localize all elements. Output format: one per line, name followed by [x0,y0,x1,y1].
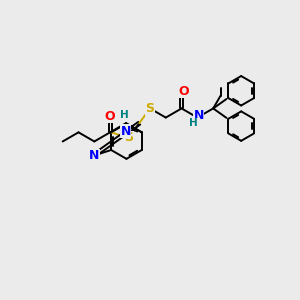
Text: N: N [194,109,204,122]
Text: N: N [121,125,131,138]
Text: O: O [105,110,116,123]
Text: H: H [120,110,129,120]
Text: S: S [146,102,154,115]
Text: H: H [190,118,198,128]
Text: O: O [178,85,189,98]
Text: S: S [124,131,133,145]
Text: N: N [88,149,99,162]
